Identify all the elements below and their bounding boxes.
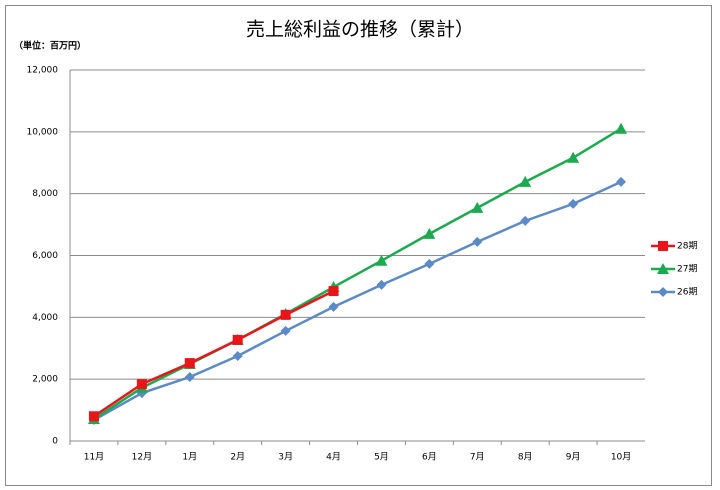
- point: [184, 372, 195, 383]
- point: [280, 325, 291, 336]
- legend-label: 28期: [677, 241, 697, 252]
- point: [328, 286, 339, 297]
- point: [136, 379, 147, 390]
- point: [232, 350, 243, 361]
- x-tick-label: 12月: [132, 452, 152, 463]
- legend-label: 26期: [677, 287, 697, 298]
- point: [471, 201, 484, 213]
- x-tick-label: 4月: [326, 452, 341, 463]
- unit-label: （単位：百万円）: [14, 40, 86, 52]
- point: [424, 258, 435, 269]
- x-tick-label: 9月: [566, 452, 581, 463]
- point: [280, 309, 291, 320]
- point: [376, 279, 387, 290]
- y-tick-label: 6,000: [32, 251, 58, 261]
- y-tick-label: 2,000: [32, 375, 58, 385]
- legend-label: 27期: [677, 264, 697, 275]
- x-tick-label: 6月: [422, 452, 437, 463]
- y-tick-label: 10,000: [27, 127, 59, 137]
- series-line: [93, 180, 622, 422]
- legend-marker: [658, 241, 668, 251]
- x-tick-label: 10月: [611, 452, 631, 463]
- point: [184, 358, 195, 369]
- x-tick-label: 8月: [518, 452, 533, 463]
- x-tick-label: 7月: [470, 452, 485, 463]
- series-line: [93, 289, 335, 418]
- y-tick-label: 4,000: [32, 313, 58, 323]
- point: [472, 236, 483, 247]
- x-tick-label: 11月: [84, 452, 104, 463]
- x-tick-label: 5月: [374, 452, 389, 463]
- point: [567, 151, 580, 163]
- point: [232, 334, 243, 345]
- chart-frame: [5, 5, 712, 486]
- point: [375, 254, 388, 266]
- point: [328, 301, 339, 312]
- x-tick-label: 2月: [230, 452, 245, 463]
- y-tick-label: 0: [52, 437, 58, 447]
- legend-marker: [658, 287, 668, 297]
- point: [423, 227, 436, 239]
- point: [616, 176, 627, 187]
- x-tick-label: 1月: [182, 452, 197, 463]
- chart-title: 売上総利益の推移（累計）: [246, 19, 474, 41]
- y-tick-label: 8,000: [32, 189, 58, 199]
- point: [88, 411, 99, 422]
- point: [520, 215, 531, 226]
- x-tick-label: 3月: [278, 452, 293, 463]
- point: [519, 175, 532, 187]
- point: [615, 122, 628, 134]
- legend-marker: [657, 263, 669, 274]
- point: [568, 198, 579, 209]
- series-line: [93, 127, 622, 421]
- y-tick-label: 12,000: [27, 66, 59, 76]
